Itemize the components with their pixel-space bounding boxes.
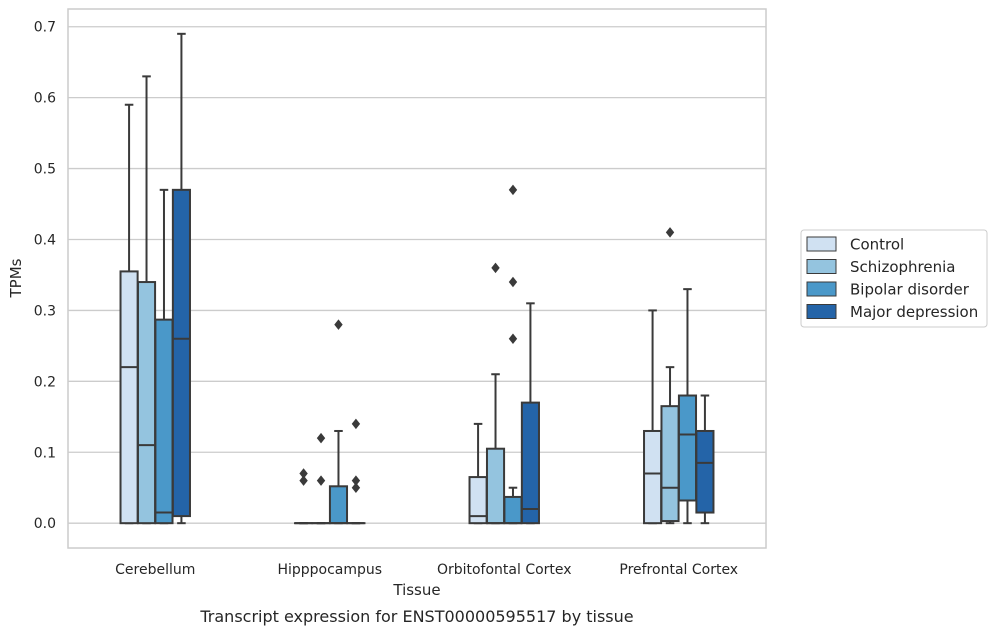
- box-body: [121, 271, 138, 523]
- box-control: [470, 424, 487, 523]
- x-tick-labels: Cerebellum Hipppocampus Orbitofontal Corte…: [115, 562, 738, 578]
- box-major-depression: [173, 34, 190, 523]
- outlier-point: [352, 419, 360, 430]
- outlier-point: [299, 475, 307, 486]
- legend-swatch: [807, 260, 836, 274]
- box-body: [679, 396, 696, 501]
- legend-label: Bipolar disorder: [850, 281, 970, 299]
- box-body: [661, 406, 678, 521]
- box-schizophrenia: [312, 433, 329, 523]
- x-tick-label: Prefrontal Cortex: [619, 562, 738, 578]
- box-schizophrenia: [661, 227, 678, 523]
- box-body: [522, 403, 539, 524]
- box-major-depression: [522, 303, 539, 523]
- y-tick-label: 0.2: [34, 374, 56, 390]
- legend: Control Schizophrenia Bipolar disorder Majo…: [801, 230, 987, 327]
- legend-swatch: [807, 305, 836, 319]
- box-body: [155, 320, 172, 524]
- box-bipolar-disorder: [330, 319, 347, 523]
- y-tick-label: 0.1: [34, 445, 56, 461]
- outlier-point: [509, 277, 517, 288]
- outlier-point: [666, 227, 674, 238]
- box-layer: [121, 34, 714, 523]
- box-body: [330, 486, 347, 523]
- chart-caption: Transcript expression for ENST0000059551…: [199, 607, 633, 626]
- box-body: [504, 497, 521, 523]
- y-tick-label: 0.6: [34, 91, 56, 107]
- y-axis-title: TPMs: [7, 258, 25, 298]
- box-body: [173, 190, 190, 516]
- box-body: [644, 431, 661, 523]
- box-schizophrenia: [138, 76, 155, 523]
- legend-label: Major depression: [850, 303, 978, 321]
- box-bipolar-disorder: [679, 289, 696, 523]
- box-control: [295, 468, 312, 523]
- box-control: [644, 310, 661, 523]
- y-tick-label: 0.4: [34, 232, 56, 248]
- box-control: [121, 105, 138, 523]
- box-bipolar-disorder: [504, 185, 521, 524]
- outlier-point: [317, 475, 325, 486]
- outlier-point: [352, 482, 360, 493]
- legend-swatch: [807, 282, 836, 296]
- y-tick-label: 0.5: [34, 162, 56, 178]
- legend-label: Control: [850, 236, 904, 254]
- outlier-point: [491, 263, 499, 274]
- legend-label: Schizophrenia: [850, 258, 955, 276]
- x-tick-label: Hipppocampus: [277, 562, 382, 578]
- box-body: [487, 449, 504, 523]
- outlier-point: [509, 185, 517, 196]
- y-tick-label: 0.7: [34, 20, 56, 36]
- box-major-depression: [696, 396, 713, 524]
- y-tick-label: 0.3: [34, 303, 56, 319]
- box-schizophrenia: [487, 263, 504, 524]
- outlier-point: [334, 319, 342, 330]
- legend-swatch: [807, 237, 836, 251]
- box-body: [696, 431, 713, 513]
- x-tick-label: Cerebellum: [115, 562, 195, 578]
- y-tick-labels: 0.0 0.1 0.2 0.3 0.4 0.5 0.6 0.7: [34, 20, 56, 532]
- outlier-point: [317, 433, 325, 444]
- x-axis-title: Tissue: [392, 581, 440, 599]
- box-body: [138, 282, 155, 523]
- x-tick-label: Orbitofontal Cortex: [437, 562, 572, 578]
- y-tick-label: 0.0: [34, 516, 56, 532]
- box-major-depression: [347, 419, 364, 524]
- outlier-point: [509, 334, 517, 345]
